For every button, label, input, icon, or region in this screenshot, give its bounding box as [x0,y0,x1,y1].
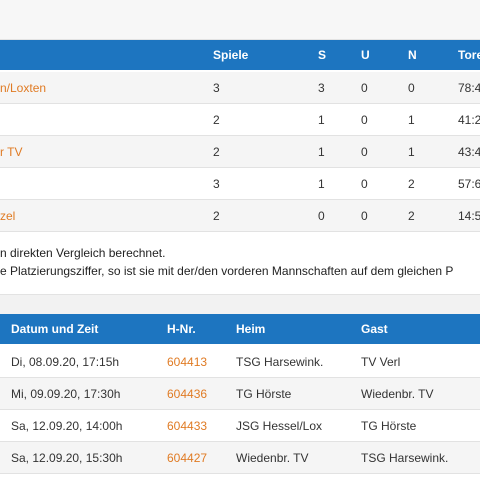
goals-cell: 78:4 [458,81,480,95]
wins-cell: 1 [318,145,325,159]
col-draws: U [361,48,370,62]
guest-cell: TG Hörste [361,419,417,433]
losses-cell: 2 [408,209,415,223]
goals-cell: 41:2 [458,113,480,127]
draws-cell: 0 [361,209,368,223]
col-wins: S [318,48,327,62]
goals-cell: 43:4 [458,145,480,159]
home-cell: Wiedenbr. TV [236,451,309,465]
goals-cell: 14:5 [458,209,480,223]
datetime-cell: Mi, 09.09.20, 17:30h [11,387,121,401]
col-guest: Gast [361,322,388,336]
games-cell: 2 [213,113,220,127]
draws-cell: 0 [361,177,368,191]
home-cell: TG Hörste [236,387,292,401]
wins-cell: 1 [318,177,325,191]
table-row: r TV 2 1 0 1 43:4 [0,136,480,168]
games-cell: 3 [213,81,220,95]
col-goals: Tore [458,48,480,62]
draws-cell: 0 [361,113,368,127]
table-row: Mi, 09.09.20, 17:30h 604436 TG Hörste Wi… [0,378,480,410]
team-link[interactable]: zel [0,209,16,223]
games-header: Datum und Zeit H-Nr. Heim Gast [0,314,480,344]
table-row: 3 1 0 2 57:6 [0,168,480,200]
wins-cell: 3 [318,81,325,95]
draws-cell: 0 [361,145,368,159]
table-row: n/Loxten 3 3 0 0 78:4 [0,72,480,104]
col-hnr: H-Nr. [167,322,196,336]
guest-cell: Wiedenbr. TV [361,387,434,401]
standings-notes: n direkten Vergleich berechnet. e Platzi… [0,244,480,280]
standings-header: Spiele S U N Tore [0,40,480,70]
losses-cell: 2 [408,177,415,191]
datetime-cell: Sa, 12.09.20, 14:00h [11,419,123,433]
table-row: Sa, 12.09.20, 15:30h 604427 Wiedenbr. TV… [0,442,480,474]
note-line: e Platzierungsziffer, so ist sie mit der… [0,264,454,278]
games-cell: 2 [213,145,220,159]
games-cell: 3 [213,177,220,191]
team-link[interactable]: r TV [0,145,23,159]
col-home: Heim [236,322,266,336]
table-row: Di, 08.09.20, 17:15h 604413 TSG Harsewin… [0,346,480,378]
home-cell: JSG Hessel/Lox [236,419,323,433]
team-link[interactable]: n/Loxten [0,81,47,95]
game-number-link[interactable]: 604436 [167,387,208,401]
datetime-cell: Sa, 12.09.20, 15:30h [11,451,123,465]
table-row: 2 1 0 1 41:2 [0,104,480,136]
table-row: zel 2 0 0 2 14:5 [0,200,480,232]
note-line: n direkten Vergleich berechnet. [0,246,166,260]
wins-cell: 1 [318,113,325,127]
section-separator [0,294,480,314]
home-cell: TSG Harsewink. [236,355,324,369]
draws-cell: 0 [361,81,368,95]
guest-cell: TSG Harsewink. [361,451,449,465]
goals-cell: 57:6 [458,177,480,191]
col-losses: N [408,48,417,62]
datetime-cell: Di, 08.09.20, 17:15h [11,355,120,369]
table-row: Sa, 12.09.20, 14:00h 604433 JSG Hessel/L… [0,410,480,442]
game-number-link[interactable]: 604427 [167,451,208,465]
guest-cell: TV Verl [361,355,401,369]
losses-cell: 1 [408,113,415,127]
game-number-link[interactable]: 604413 [167,355,208,369]
games-cell: 2 [213,209,220,223]
top-bar [0,0,480,40]
col-games: Spiele [213,48,249,62]
col-datetime: Datum und Zeit [11,322,99,336]
losses-cell: 1 [408,145,415,159]
losses-cell: 0 [408,81,415,95]
wins-cell: 0 [318,209,325,223]
game-number-link[interactable]: 604433 [167,419,208,433]
